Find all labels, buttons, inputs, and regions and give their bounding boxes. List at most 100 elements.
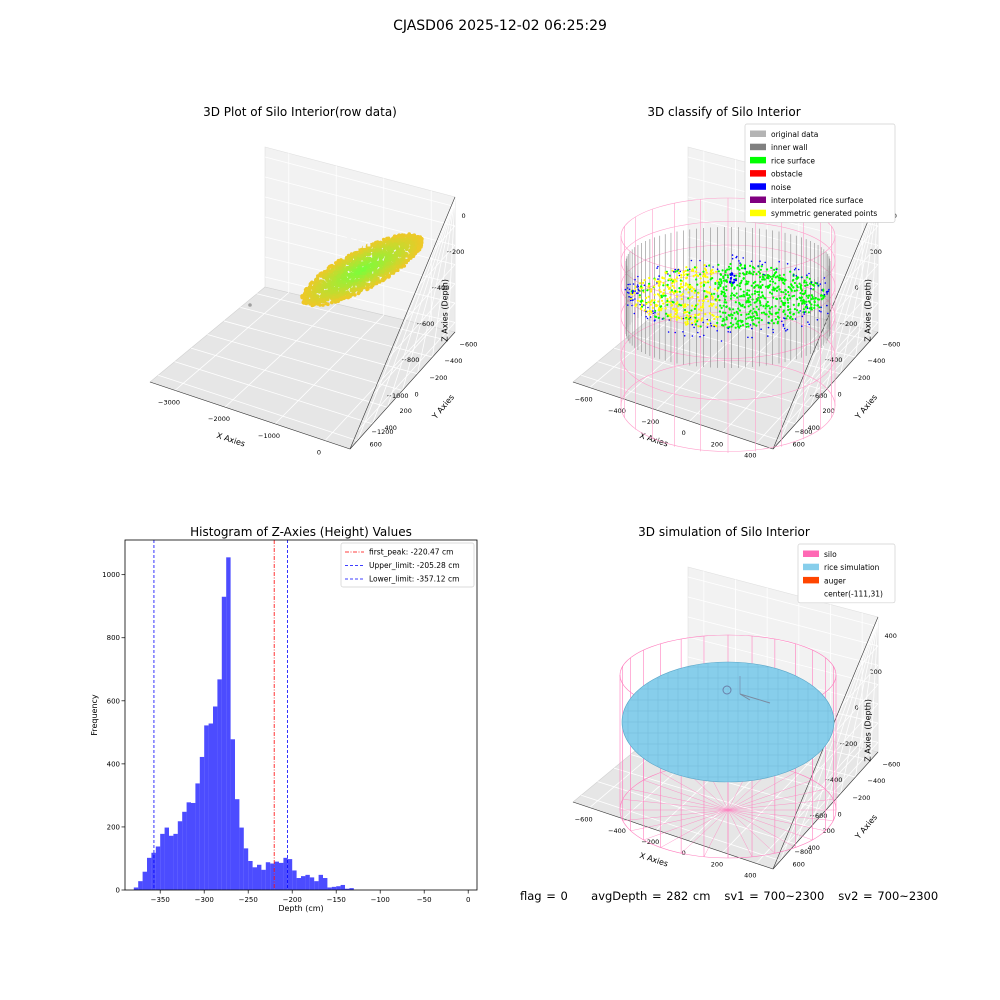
classify-noise-point xyxy=(775,268,778,271)
classify-surface-point xyxy=(702,270,705,273)
raw-point xyxy=(305,297,310,302)
classify-surface-point xyxy=(680,317,683,320)
classify-surface-point xyxy=(782,310,785,313)
classify-surface-point xyxy=(760,265,763,268)
classify-noise-point xyxy=(794,267,797,270)
raw-point xyxy=(361,257,365,261)
classify-noise-point xyxy=(628,296,630,298)
classify-noise-point xyxy=(636,292,638,295)
histogram-bar xyxy=(314,881,319,890)
raw-point xyxy=(416,246,421,251)
raw-point xyxy=(354,281,358,286)
classify-surface-point xyxy=(647,284,651,287)
classify-xtick: 400 xyxy=(744,451,756,459)
classify-surface-point xyxy=(717,281,721,284)
raw-grid-z xyxy=(417,244,456,288)
classify-surface-point xyxy=(680,297,683,301)
classify-surface-point xyxy=(813,306,816,310)
classify-noise-point xyxy=(732,281,736,284)
raw-point xyxy=(346,273,351,278)
classify-surface-point xyxy=(738,275,741,278)
classify-surface-point xyxy=(672,292,676,295)
classify-surface-point xyxy=(822,296,825,300)
classify-xtick: −600 xyxy=(575,396,593,404)
classify-surface-point xyxy=(736,312,739,315)
classify-surface-point xyxy=(801,302,804,305)
classify-noise-point xyxy=(654,311,656,314)
classify-surface-point xyxy=(684,321,687,324)
raw-point xyxy=(413,245,417,250)
classify-surface-point xyxy=(642,281,645,284)
classify-surface-point xyxy=(793,281,797,285)
raw-ztick: −1200 xyxy=(372,428,394,436)
classify-xaxis-line xyxy=(572,381,774,450)
classify-noise-point xyxy=(702,321,704,324)
classify-noise-point xyxy=(828,288,830,291)
histogram-bar xyxy=(283,857,288,890)
classify-surface-point xyxy=(719,283,722,286)
classify-surface-point xyxy=(724,298,727,301)
classify-surface-point xyxy=(803,302,806,305)
classify-surface-point xyxy=(664,307,667,310)
raw-point xyxy=(336,259,341,264)
classify-noise-point xyxy=(826,304,828,307)
classify-noise-point xyxy=(750,260,753,263)
histogram-ytick-label: 800 xyxy=(107,634,120,642)
simulation-silo-floor-spoke xyxy=(727,779,813,811)
classify-noise-point xyxy=(751,327,753,330)
classify-surface-point xyxy=(783,296,786,300)
raw-point xyxy=(372,243,376,247)
classify-surface-point xyxy=(692,269,695,272)
raw-point xyxy=(338,292,343,297)
classify-surface-point xyxy=(797,276,800,279)
classify-surface-point xyxy=(728,314,731,317)
raw-point xyxy=(327,264,332,269)
classify-surface-point xyxy=(722,279,725,282)
simulation-ytick: −600 xyxy=(883,760,901,768)
classify-surface-point xyxy=(686,322,690,325)
classify-surface-point xyxy=(795,289,799,292)
classify-grid-y xyxy=(679,293,871,341)
classify-surface-point xyxy=(725,305,728,308)
classify-noise-point xyxy=(792,274,795,276)
histogram-bar xyxy=(226,557,231,890)
classify-noise-point xyxy=(786,328,789,331)
classify-surface-point xyxy=(663,289,666,292)
classify-surface-point xyxy=(747,305,750,308)
raw-xtick: 0 xyxy=(317,449,321,457)
simulation-ytick: −200 xyxy=(853,794,871,802)
raw-point xyxy=(345,290,350,294)
classify-noise-point xyxy=(823,277,826,279)
raw-point xyxy=(302,292,307,296)
raw-point xyxy=(352,260,356,264)
classify-surface-point xyxy=(679,279,682,282)
classify-surface-point xyxy=(659,308,663,311)
raw-point xyxy=(395,238,400,242)
classify-surface-point xyxy=(701,302,705,305)
classify-surface-point xyxy=(785,317,788,320)
classify-surface-point xyxy=(710,269,713,273)
classify-surface-point xyxy=(722,276,725,280)
classify-surface-point xyxy=(763,278,766,281)
classify-noise-point xyxy=(803,311,806,314)
classify-surface-point xyxy=(710,273,713,276)
classify-surface-point xyxy=(660,296,664,299)
histogram-bar xyxy=(318,874,323,890)
figure-title: CJASD06 2025-12-02 06:25:29 xyxy=(393,18,607,34)
simulation-silo-floor-spoke xyxy=(727,788,826,811)
classify-surface-point xyxy=(748,272,751,275)
classify-noise-point xyxy=(638,289,640,292)
simulation-legend-frame xyxy=(797,543,896,604)
classify-inner-wall xyxy=(625,227,831,368)
raw-point xyxy=(344,284,349,289)
classify-surface-point xyxy=(784,293,787,296)
classify-surface-point xyxy=(736,266,739,269)
simulation-grid-z xyxy=(780,742,879,852)
classify-surface-point xyxy=(792,313,795,316)
classify-noise-point xyxy=(807,321,809,323)
raw-point xyxy=(310,285,315,290)
classify-surface-point xyxy=(640,307,643,311)
classify-ylabel: Y Axies xyxy=(853,393,879,422)
simulation-legend-label: silo xyxy=(824,550,837,559)
classify-surface-point xyxy=(722,286,725,289)
